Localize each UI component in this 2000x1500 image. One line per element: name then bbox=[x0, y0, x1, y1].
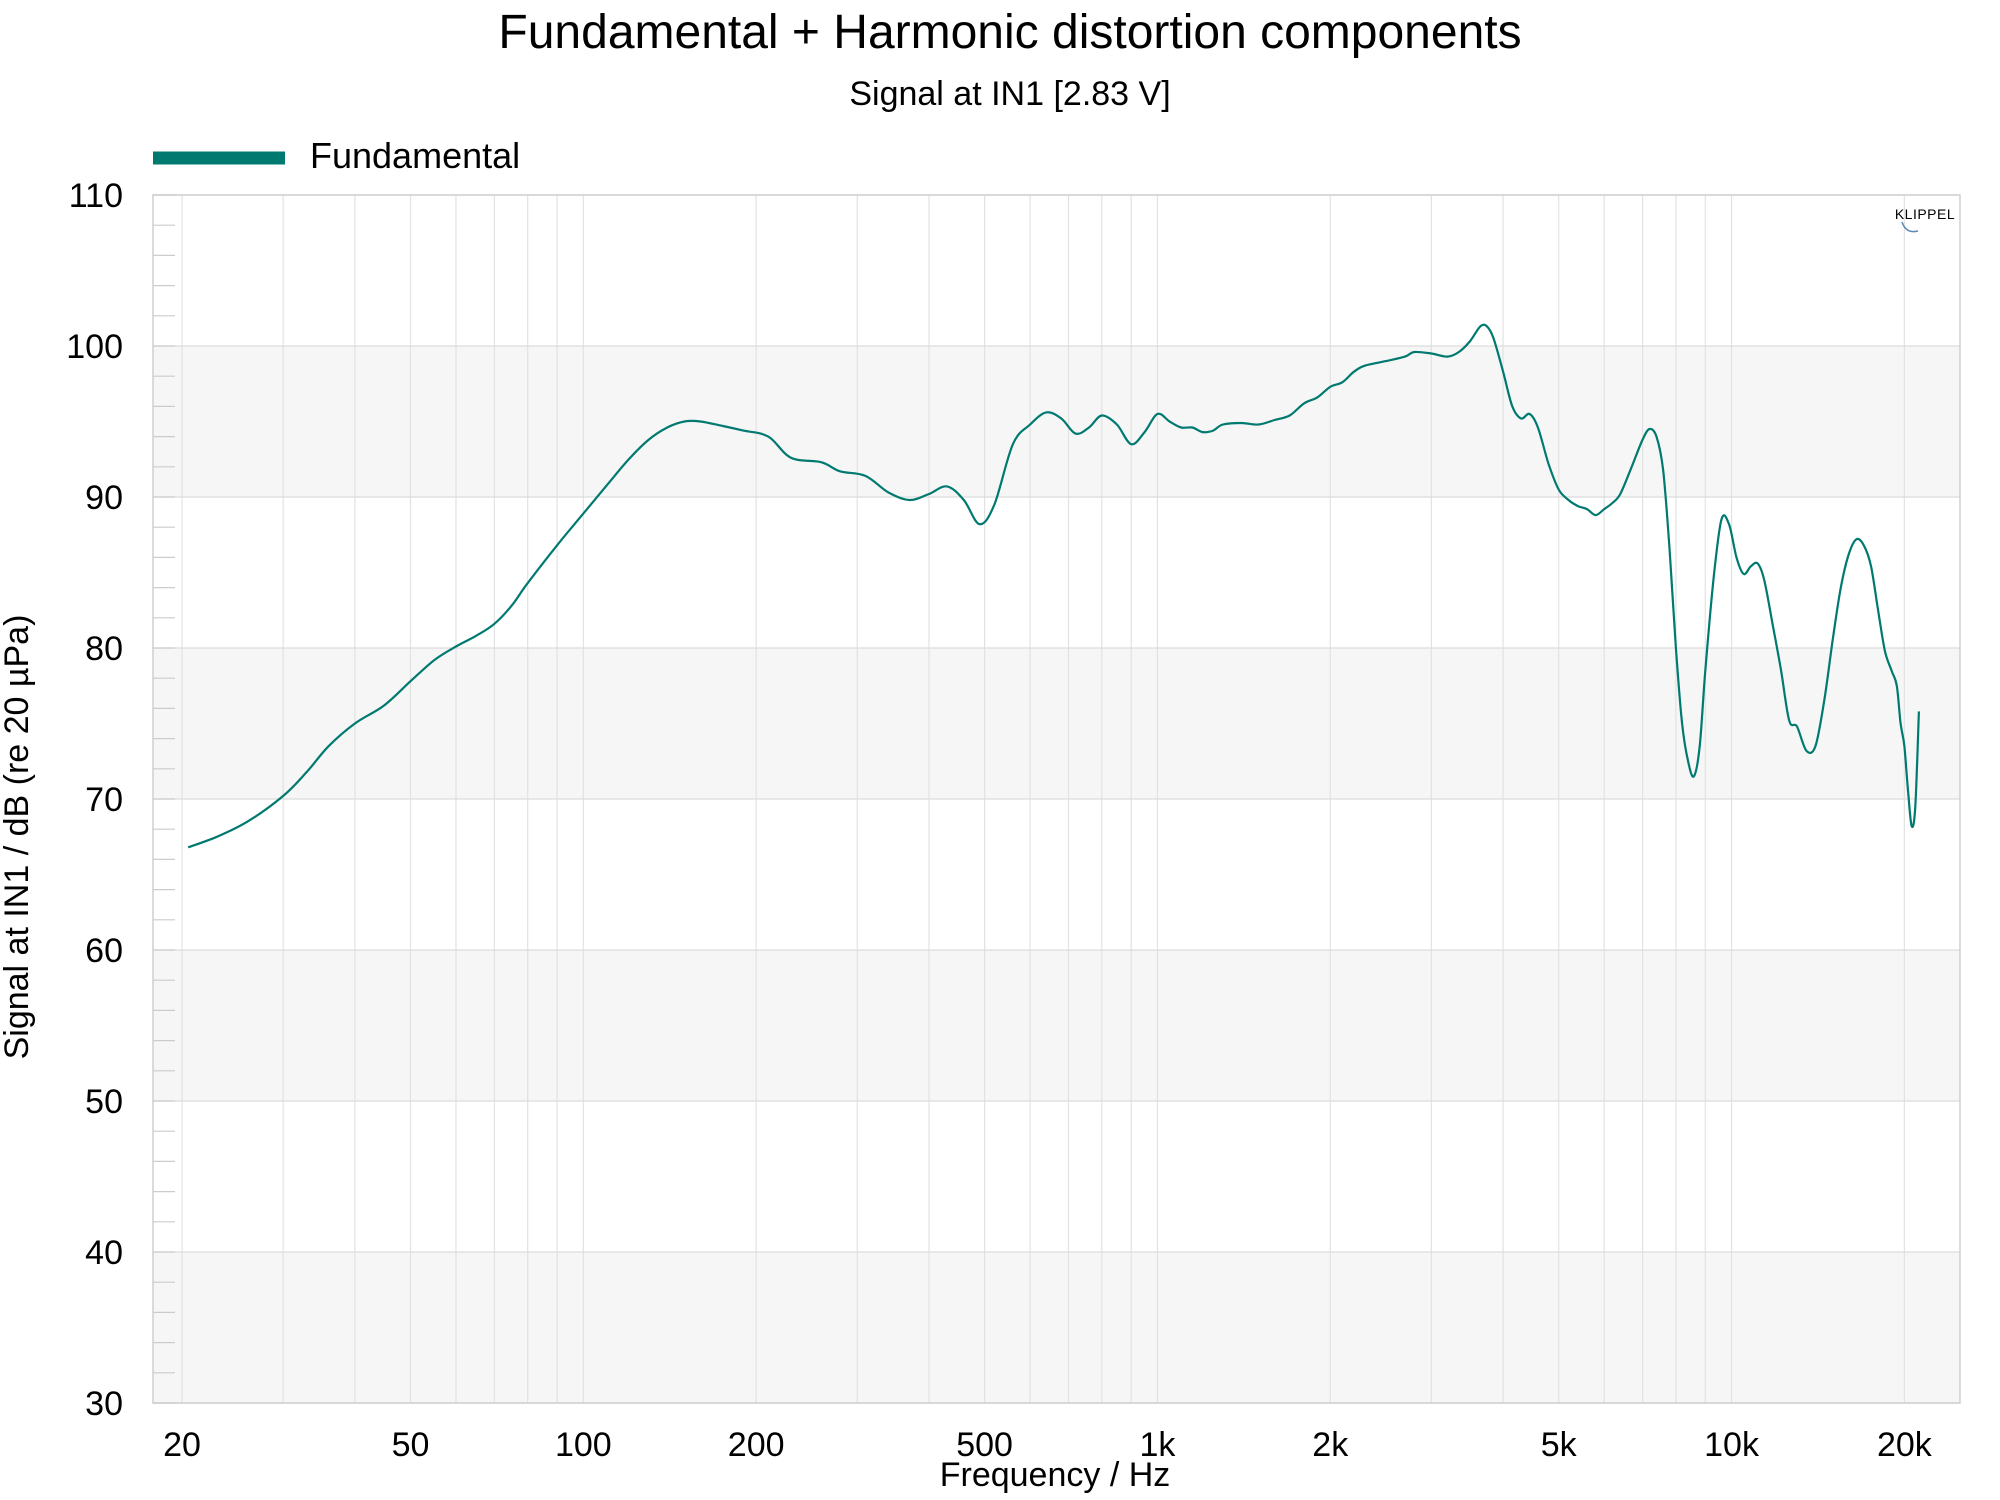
x-tick-label: 1k bbox=[1139, 1426, 1176, 1464]
background-band bbox=[153, 346, 1960, 497]
chart-subtitle: Signal at IN1 [2.83 V] bbox=[849, 75, 1170, 113]
y-tick-labels: 30 40 50 60 70 80 90 100 110 bbox=[66, 177, 123, 1423]
background-band bbox=[153, 1252, 1960, 1403]
legend: Fundamental bbox=[153, 135, 520, 176]
y-minor-ticks bbox=[153, 194, 175, 1404]
x-tick-label: 50 bbox=[392, 1426, 430, 1464]
y-tick-label: 90 bbox=[85, 479, 123, 517]
background-band bbox=[153, 950, 1960, 1101]
y-tick-label: 70 bbox=[85, 781, 123, 819]
x-tick-label: 200 bbox=[728, 1426, 785, 1464]
klippel-logo-arc bbox=[1901, 221, 1919, 233]
y-tick-label: 30 bbox=[85, 1385, 123, 1423]
y-tick-label: 50 bbox=[85, 1083, 123, 1121]
background-band bbox=[153, 648, 1960, 799]
y-axis-label: Signal at IN1 / dB (re 20 µPa) bbox=[0, 615, 36, 1060]
y-tick-label: 100 bbox=[66, 328, 123, 366]
x-tick-label: 20k bbox=[1877, 1426, 1933, 1464]
chart-title: Fundamental + Harmonic distortion compon… bbox=[498, 6, 1521, 59]
x-tick-label: 2k bbox=[1312, 1426, 1349, 1464]
series-layer bbox=[187, 323, 1920, 849]
klippel-logo-text: KLIPPEL bbox=[1895, 206, 1955, 222]
series-line-fundamental bbox=[187, 323, 1920, 849]
y-tick-label: 40 bbox=[85, 1234, 123, 1272]
x-axis-label: Frequency / Hz bbox=[940, 1456, 1171, 1494]
x-tick-label: 20 bbox=[163, 1426, 201, 1464]
background-bands bbox=[153, 346, 1960, 1403]
x-tick-label: 100 bbox=[555, 1426, 612, 1464]
x-tick-label: 5k bbox=[1541, 1426, 1578, 1464]
plot-area bbox=[152, 194, 1961, 1404]
klippel-logo: KLIPPEL bbox=[1895, 206, 1955, 233]
y-tick-label: 60 bbox=[85, 932, 123, 970]
y-tick-label: 110 bbox=[69, 177, 123, 215]
x-tick-label: 10k bbox=[1704, 1426, 1760, 1464]
y-tick-label: 80 bbox=[85, 630, 123, 668]
x-tick-label: 500 bbox=[956, 1426, 1013, 1464]
x-tick-labels: 20 50 100 200 500 1k 2k 5k 10k 20k bbox=[163, 1426, 1933, 1464]
legend-label-fundamental: Fundamental bbox=[310, 135, 520, 176]
